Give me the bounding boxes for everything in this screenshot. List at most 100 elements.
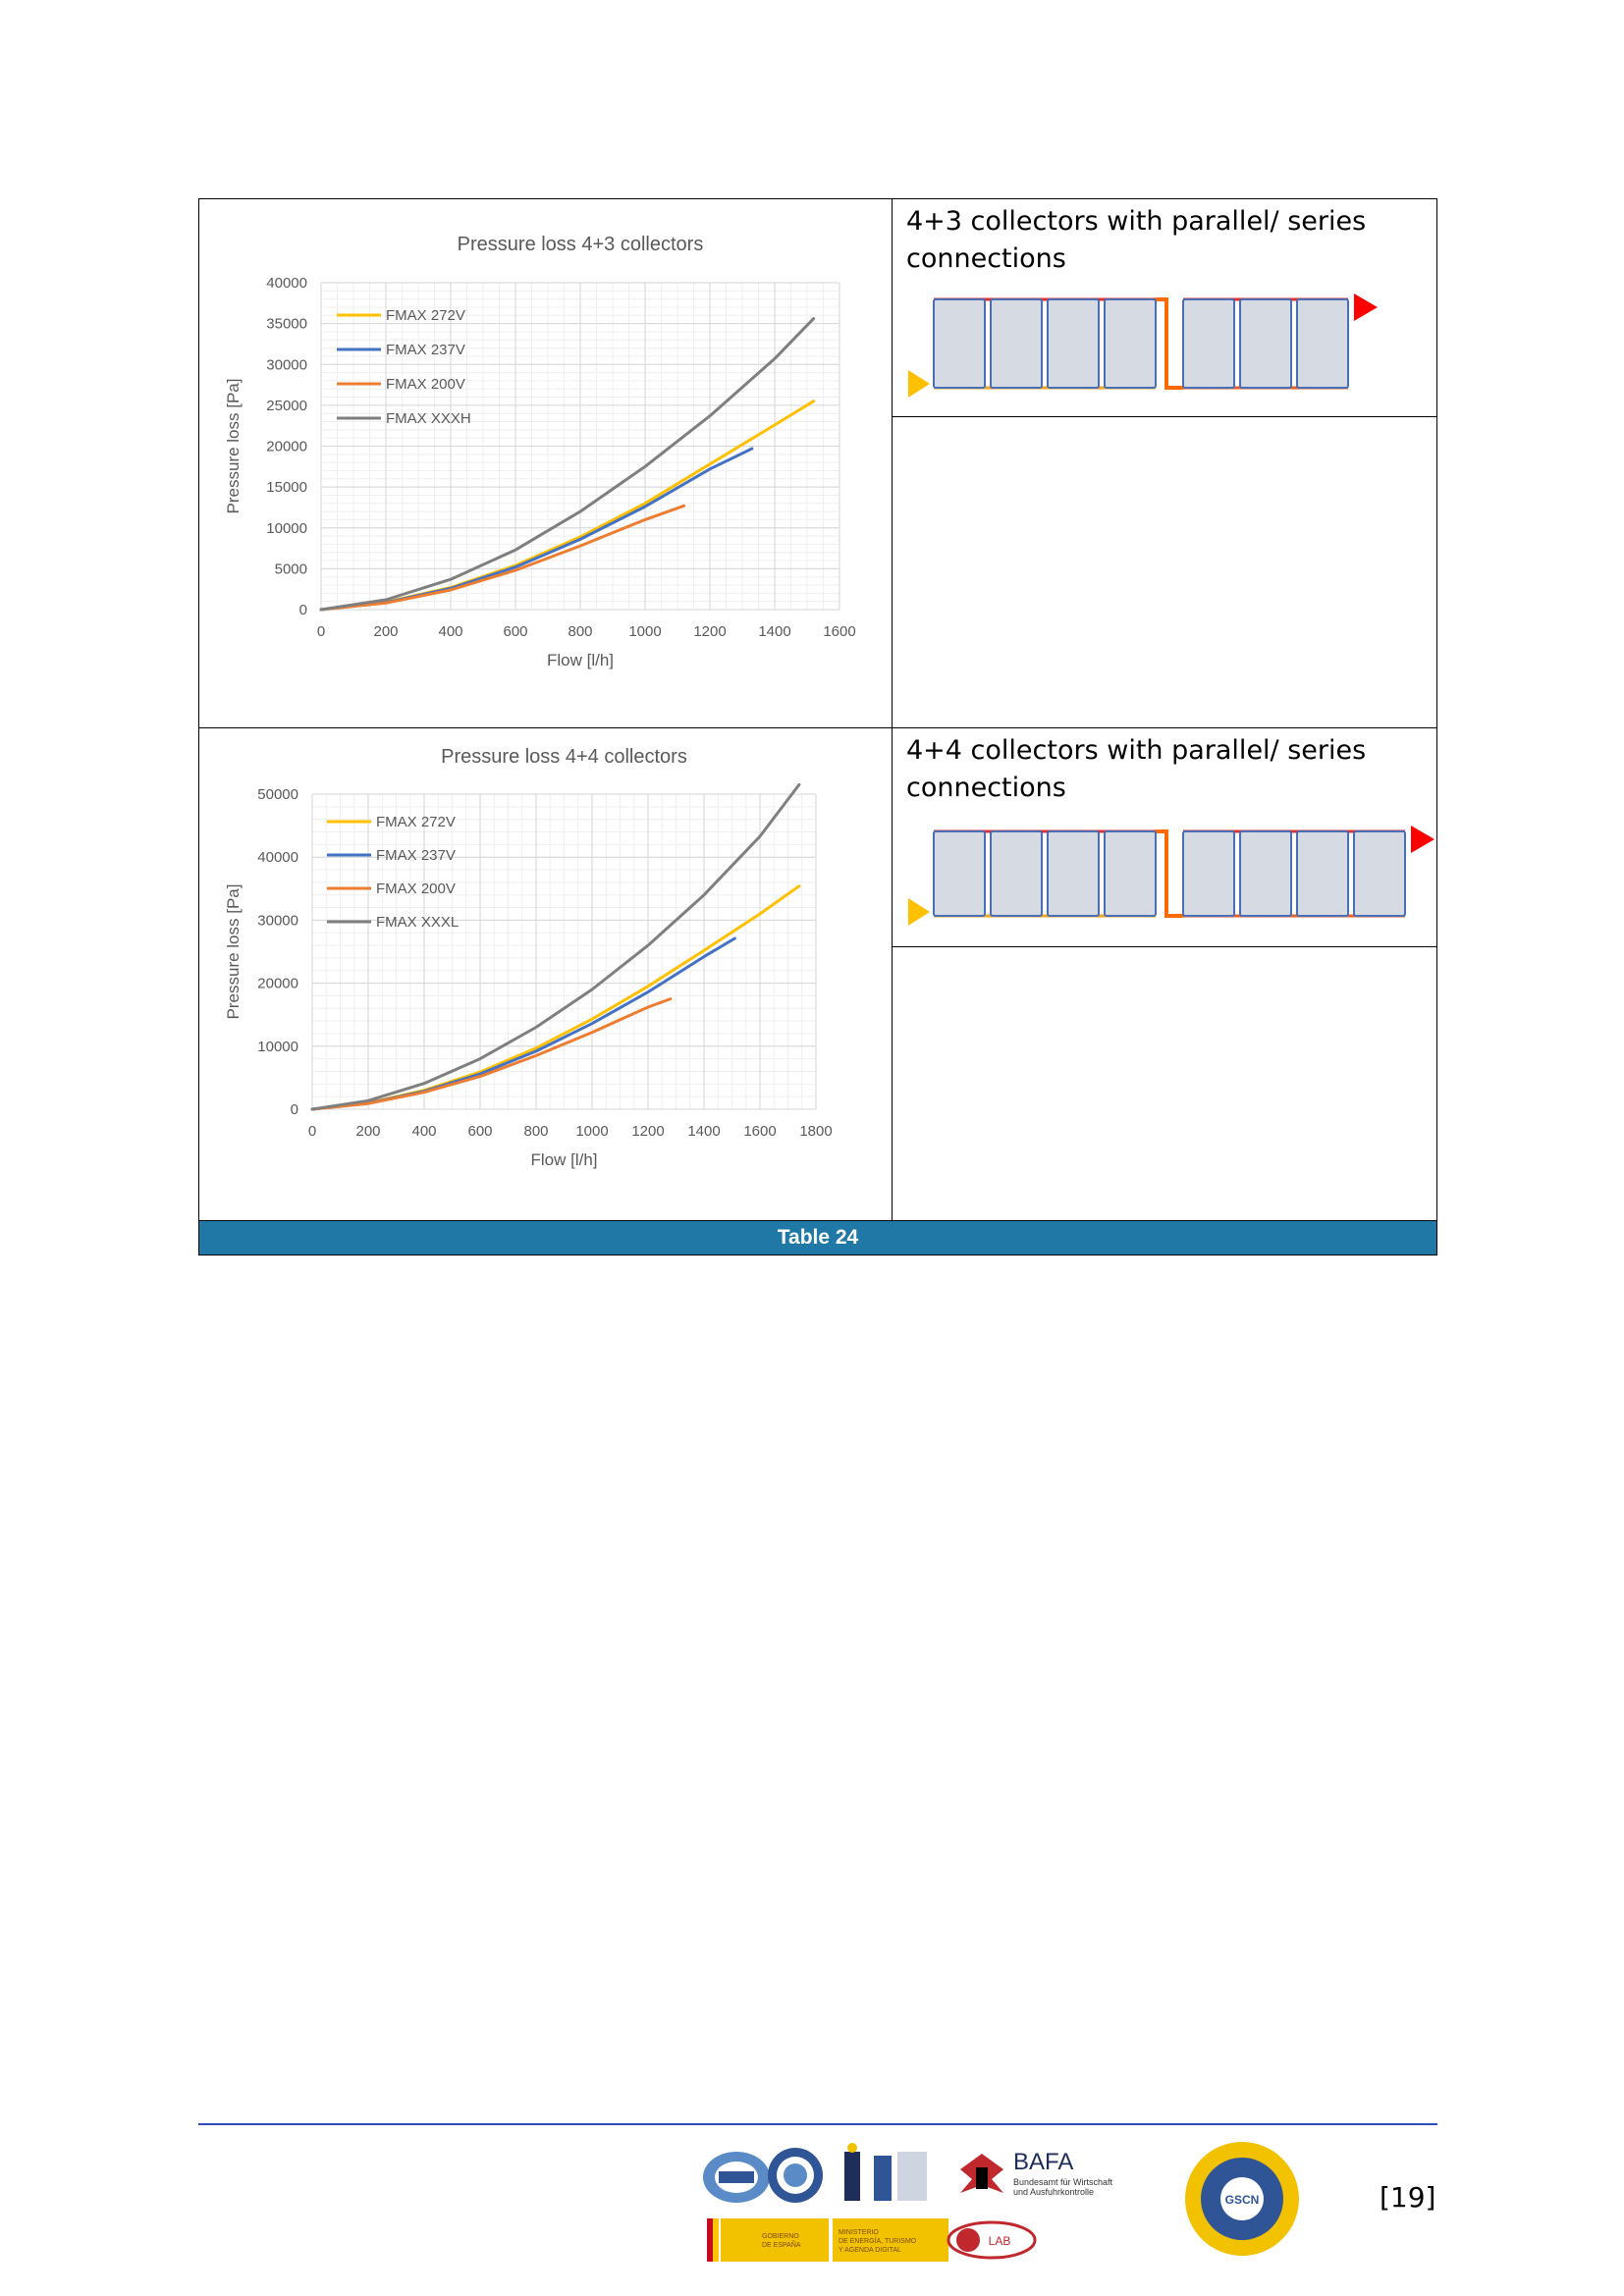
collector-panel	[1239, 298, 1292, 389]
x-axis-label: Flow [l/h]	[547, 651, 614, 669]
legend-label: FMAX XXXH	[386, 410, 471, 427]
ministry-label: MINISTERIO	[839, 2229, 879, 2236]
legend-label: FMAX 272V	[376, 814, 456, 830]
x-tick-label: 0	[308, 1123, 316, 1140]
y-tick-label: 40000	[257, 849, 298, 866]
chart-4-3: 0 200 400 600 800 1000 1200 1400 1600 0 5000 10000 1…	[224, 234, 856, 669]
description-4-3: 4+3 collectors with parallel/ series con…	[906, 206, 1367, 274]
ministry-label: DE ENERGÍA, TURISMO	[839, 2236, 917, 2245]
collector-panel	[990, 298, 1043, 389]
x-tick-label: 1400	[687, 1123, 720, 1140]
gscn-seal: GSCN	[1185, 2142, 1299, 2256]
chart-title: Pressure loss 4+3 collectors	[458, 234, 704, 255]
x-tick-label: 1400	[758, 623, 790, 640]
collector-panel	[1296, 298, 1349, 389]
y-tick-label: 50000	[257, 786, 298, 803]
series-connection-pipe	[1156, 829, 1183, 918]
x-tick-label: 1200	[693, 623, 726, 640]
x-tick-label: 600	[467, 1123, 492, 1140]
description-4-4: 4+4 collectors with parallel/ series con…	[906, 735, 1367, 803]
outlet-arrow-icon	[1411, 826, 1435, 853]
x-tick-label: 200	[355, 1123, 380, 1140]
spain-government-logo: GOBIERNO DE ESPAÑA	[707, 2218, 829, 2262]
certification-logos: BAFA Bundesamt für Wirtschaft und Ausfuh…	[703, 2142, 1299, 2262]
collector-diagram-4-4	[908, 826, 1435, 926]
collector-panel	[933, 298, 986, 389]
collector-panel	[1353, 830, 1406, 917]
bafa-title: BAFA	[1013, 2149, 1073, 2175]
x-tick-label: 400	[438, 623, 462, 640]
chart-title: Pressure loss 4+4 collectors	[441, 746, 687, 768]
x-tick-label: 200	[373, 623, 398, 640]
bafa-subtitle: und Ausfuhrkontrolle	[1013, 2187, 1094, 2197]
data-table: 0 200 400 600 800 1000 1200 1400 1600 0 5000 10000 1…	[198, 198, 1437, 1255]
x-axis-label: Flow [l/h]	[530, 1150, 597, 1169]
empty-cell	[892, 416, 1437, 728]
collector-panel	[1296, 830, 1349, 917]
y-tick-label: 30000	[257, 912, 298, 929]
gov-label: GOBIERNO	[762, 2233, 799, 2240]
collector-panel	[1104, 298, 1157, 389]
legend-label: FMAX 237V	[386, 342, 465, 358]
y-axis-label: Pressure loss [Pa]	[224, 379, 243, 514]
collector-panel	[1104, 830, 1157, 917]
y-tick-label: 40000	[266, 275, 307, 292]
x-tick-label: 1600	[823, 623, 855, 640]
x-tick-label: 800	[568, 623, 592, 640]
legend-label: FMAX 237V	[376, 847, 456, 864]
x-tick-label: 800	[523, 1123, 548, 1140]
legend-label: FMAX 200V	[376, 881, 456, 897]
y-tick-label: 10000	[257, 1039, 298, 1055]
description-cell-4-3: 4+3 collectors with parallel/ series con…	[892, 198, 1437, 417]
footer-divider	[198, 2123, 1437, 2125]
collector-panel	[1047, 298, 1100, 389]
y-tick-label: 25000	[266, 398, 307, 414]
empty-cell	[892, 946, 1437, 1221]
chart-4-4: 0 200 400 600 800 1000 1200 1400 1600 1800 0 10000 2…	[224, 746, 833, 1169]
y-axis-label: Pressure loss [Pa]	[224, 884, 243, 1020]
gscn-label: GSCN	[1225, 2193, 1260, 2207]
x-tick-label: 1800	[799, 1123, 832, 1140]
x-tick-label: 400	[411, 1123, 436, 1140]
description-cell-4-4: 4+4 collectors with parallel/ series con…	[892, 727, 1437, 947]
institute-logo	[844, 2143, 927, 2201]
collector-panel	[1239, 830, 1292, 917]
collector-panel	[1047, 830, 1100, 917]
series-connection-pipe	[1156, 297, 1183, 390]
x-tick-label: 1000	[575, 1123, 608, 1140]
x-tick-label: 1600	[743, 1123, 776, 1140]
lasc-logo	[768, 2148, 823, 2203]
inlet-arrow-icon	[908, 898, 930, 926]
y-tick-label: 0	[291, 1101, 298, 1118]
y-tick-label: 0	[299, 602, 307, 618]
x-tick-label: 0	[317, 623, 325, 640]
legend-label: FMAX XXXL	[376, 914, 459, 931]
y-tick-label: 10000	[266, 520, 307, 537]
series-line	[319, 317, 816, 612]
lab-logo: LAB	[947, 2220, 1037, 2260]
legend-label: FMAX 200V	[386, 376, 465, 393]
inlet-arrow-icon	[908, 370, 930, 398]
y-tick-label: 35000	[266, 316, 307, 333]
collector-panel	[1182, 830, 1235, 917]
x-tick-label: 1000	[628, 623, 661, 640]
chart-cell-4-3: 0 200 400 600 800 1000 1200 1400 1600 0 5000 10000 1…	[198, 198, 893, 728]
legend-label: FMAX 272V	[386, 307, 465, 324]
collector-panel	[990, 830, 1043, 917]
y-tick-label: 15000	[266, 479, 307, 496]
y-tick-label: 5000	[275, 561, 307, 577]
ministry-logo: MINISTERIO DE ENERGÍA, TURISMO Y AGENDA …	[833, 2218, 948, 2262]
gov-label: DE ESPAÑA	[762, 2240, 801, 2249]
y-tick-label: 30000	[266, 356, 307, 373]
bafa-eagle-icon	[960, 2154, 1003, 2193]
outlet-arrow-icon	[1354, 294, 1378, 321]
series-line	[319, 504, 686, 612]
chart-cell-4-4: 0 200 400 600 800 1000 1200 1400 1600 1800 0 10000 2…	[198, 727, 893, 1221]
collector-panel	[933, 830, 986, 917]
page-number: [19]	[1380, 2181, 1436, 2214]
table-caption: Table 24	[198, 1220, 1437, 1255]
series-line	[310, 782, 801, 1111]
x-tick-label: 600	[503, 623, 527, 640]
lab-label: LAB	[989, 2234, 1011, 2248]
y-tick-label: 20000	[257, 976, 298, 992]
